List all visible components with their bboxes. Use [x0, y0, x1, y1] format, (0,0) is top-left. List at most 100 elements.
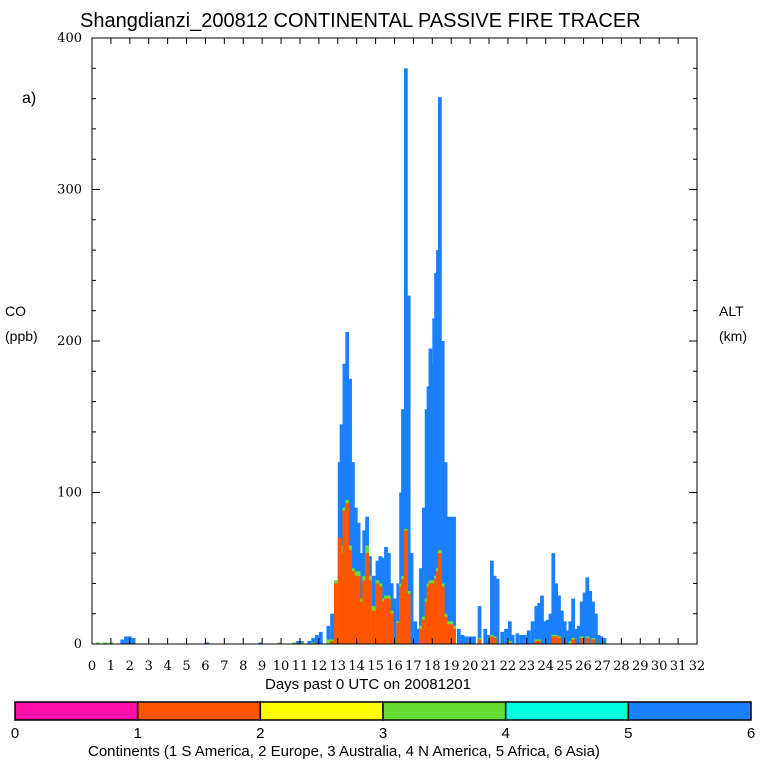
bar-asia — [515, 633, 520, 644]
colorbar-caption: Continents (1 S America, 2 Europe, 3 Aus… — [88, 743, 600, 760]
colorbar-tick-label: 1 — [133, 725, 141, 742]
bar-asia — [205, 642, 210, 644]
chart-title: Shangdianzi_200812 CONTINENTAL PASSIVE F… — [80, 10, 641, 32]
bar-asia — [460, 634, 465, 644]
bar-asia — [574, 628, 578, 644]
bar-asia — [446, 516, 451, 644]
bar-asia — [421, 507, 426, 644]
x-tick-label: 24 — [537, 659, 554, 674]
bar-asia — [419, 568, 423, 644]
bar-europe — [348, 550, 352, 644]
bar-asia — [401, 409, 405, 644]
bar-europe — [389, 613, 394, 644]
bar-asia — [483, 628, 488, 644]
bar-asia — [436, 250, 440, 644]
bar-asia — [593, 613, 598, 644]
x-tick-label: 22 — [500, 659, 517, 674]
bar-asia — [403, 68, 408, 645]
bar-asia — [443, 462, 448, 644]
bar-europe — [419, 628, 423, 644]
bar-n-america — [277, 642, 282, 644]
bar-europe — [421, 619, 426, 644]
x-tick-label: 29 — [632, 659, 649, 674]
bar-europe — [571, 639, 576, 644]
bar-asia — [299, 640, 304, 644]
bar-europe — [330, 640, 334, 644]
bar-asia — [437, 97, 442, 645]
bar-asia — [565, 630, 570, 644]
bar-europe — [351, 571, 355, 644]
x-tick-label: 19 — [443, 659, 460, 674]
bar-europe — [362, 580, 367, 644]
bar-europe — [353, 575, 358, 644]
bar-asia — [579, 601, 584, 644]
x-tick-label: 18 — [424, 659, 441, 674]
x-tick-label: 16 — [386, 659, 403, 674]
y-tick-label: 300 — [57, 183, 82, 198]
colorbar: 0 1 2 3 4 5 6 — [11, 701, 755, 742]
bar-europe — [551, 636, 556, 644]
bar-asia — [449, 516, 454, 644]
x-tick-label: 6 — [201, 659, 209, 674]
bar-asia — [559, 610, 564, 644]
bar-europe — [437, 553, 442, 644]
bar-europe — [368, 580, 372, 644]
x-tick-label: 32 — [689, 659, 706, 674]
bar-n-america — [299, 642, 304, 644]
bar-asia — [588, 590, 593, 644]
bar-asia — [571, 598, 576, 644]
bar-europe — [337, 537, 342, 644]
y-tick-label: 100 — [57, 486, 82, 501]
colorbar-tick-label: 4 — [501, 725, 509, 742]
bar-europe — [443, 616, 448, 644]
bar-asia — [452, 516, 456, 644]
bar-asia — [428, 348, 433, 644]
x-tick-label: 1 — [107, 659, 115, 674]
bar-asia — [537, 603, 542, 644]
x-tick-label: 28 — [613, 659, 630, 674]
x-tick-label: 15 — [367, 659, 384, 674]
bar-asia — [526, 630, 531, 644]
bar-asia — [542, 621, 547, 644]
bar-asia — [345, 331, 350, 644]
bar-asia — [339, 424, 344, 644]
panel-label: a) — [22, 90, 37, 107]
colorbar-tick-label: 0 — [11, 725, 19, 742]
bar-asia — [307, 640, 312, 644]
bar-asia — [591, 601, 595, 644]
bar-europe — [356, 575, 361, 644]
bar-asia — [596, 634, 601, 644]
x-tick-label: 30 — [651, 659, 668, 674]
bar-asia — [568, 621, 573, 644]
x-tick-label: 31 — [670, 659, 687, 674]
bar-asia — [554, 583, 559, 644]
bar-asia — [416, 628, 421, 644]
colorbar-swatch — [259, 701, 384, 721]
bar-europe — [401, 578, 405, 644]
colorbar-swatch — [382, 701, 507, 721]
bar-asia — [602, 637, 607, 644]
bar-europe — [436, 571, 440, 644]
colorbar-swatch — [14, 701, 139, 721]
x-tick-label: 20 — [462, 659, 479, 674]
bar-europe — [381, 601, 386, 644]
bar-asia — [124, 636, 128, 644]
bar-asia — [392, 598, 397, 644]
bar-asia — [396, 583, 401, 644]
x-tick-label: 11 — [292, 659, 309, 674]
x-tick-label: 23 — [519, 659, 536, 674]
y-tick-label: 0 — [74, 637, 82, 652]
bar-europe — [449, 624, 454, 644]
x-axis-label: Days past 0 UTC on 20081201 — [265, 676, 471, 693]
bar-asia — [507, 621, 512, 644]
bar-europe — [378, 586, 383, 644]
x-tick-label: 17 — [405, 659, 422, 674]
x-tick-label: 12 — [311, 659, 328, 674]
bar-n-america — [95, 642, 100, 644]
bar-europe — [342, 510, 347, 644]
bar-asia — [504, 628, 508, 644]
bar-asia — [464, 636, 469, 644]
bar-asia — [489, 560, 494, 644]
bar-asia — [548, 613, 553, 644]
bar-europe — [403, 530, 408, 645]
